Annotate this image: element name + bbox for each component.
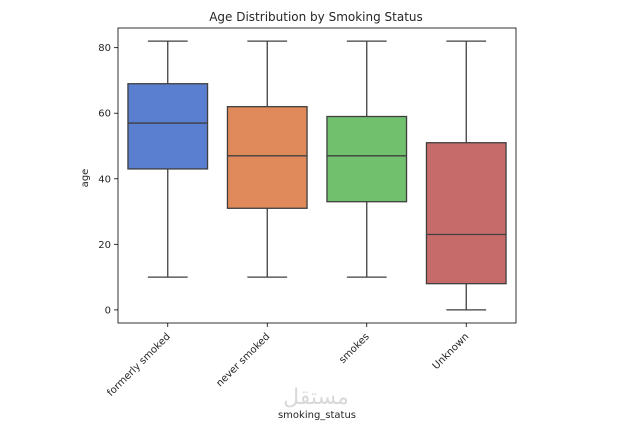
x-tick-label: formerly smoked [105, 331, 173, 399]
box-smokes [326, 115, 408, 203]
plot-frame [117, 27, 517, 324]
x-tick-label: Unknown [431, 331, 472, 372]
box-unknown [425, 142, 507, 285]
plot-area: 0 20 40 60 80 formerly smoked never smoked smok… [98, 27, 517, 399]
y-tick-label: 80 [98, 43, 111, 54]
x-tick-label: never smoked [214, 331, 272, 389]
y-tick-label: 40 [98, 174, 111, 185]
y-tick-label: 0 [105, 305, 111, 316]
box-never-smoked [226, 106, 308, 209]
y-tick-label: 60 [98, 109, 111, 120]
chart-title: Age Distribution by Smoking Status [209, 10, 423, 24]
watermark-logo: مستقل [283, 385, 349, 410]
box-formerly-smoked [127, 83, 209, 170]
x-tick-label: smokes [337, 331, 372, 366]
x-axis-label: smoking_status [278, 410, 356, 421]
y-axis-label: age [80, 169, 91, 188]
y-tick-label: 20 [98, 240, 111, 251]
